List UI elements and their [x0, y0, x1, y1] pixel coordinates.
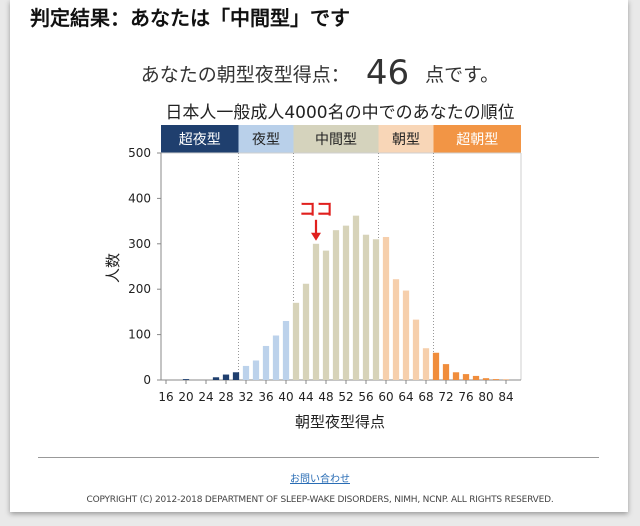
y-tick-label: 0	[143, 373, 151, 387]
x-tick-label: 64	[398, 390, 413, 404]
x-tick-label: 44	[298, 390, 313, 404]
contact-link[interactable]: お問い合わせ	[290, 474, 350, 485]
category-band-segment	[161, 125, 239, 153]
bar	[442, 364, 450, 380]
bar	[252, 360, 260, 380]
x-tick-label: 60	[378, 390, 393, 404]
here-arrow-head-icon	[311, 232, 321, 241]
footer-divider	[38, 457, 599, 458]
bar	[262, 345, 270, 380]
bar	[432, 352, 440, 380]
bar	[272, 335, 280, 380]
score-value: 46	[365, 53, 410, 93]
x-tick-label: 52	[338, 390, 353, 404]
y-tick-label: 100	[128, 328, 151, 342]
bar	[312, 243, 320, 380]
x-tick-label: 20	[178, 390, 193, 404]
x-axis-label: 朝型夜型得点	[295, 413, 385, 431]
y-tick-label: 200	[128, 282, 151, 296]
bar	[392, 279, 400, 380]
category-label: 超夜型	[179, 132, 221, 148]
bar	[182, 379, 190, 380]
score-distribution-chart: 日本人一般成人4000名の中でのあなたの順位 超夜型 夜型 中間型 朝型 超朝型 0 10…	[104, 103, 522, 431]
x-tick-label: 40	[278, 390, 293, 404]
score-line: あなたの朝型夜型得点： 46 点です。	[0, 50, 640, 93]
annotation: ココ	[299, 200, 333, 241]
bar	[352, 215, 360, 380]
bar	[282, 320, 290, 380]
x-tick-label: 48	[318, 390, 333, 404]
bars	[182, 215, 510, 380]
bar	[332, 230, 340, 380]
category-band-segment	[238, 125, 294, 153]
score-prefix: あなたの朝型夜型得点：	[140, 64, 350, 86]
bar	[402, 290, 410, 380]
bar	[242, 365, 250, 380]
bar	[222, 374, 230, 380]
category-band-segment	[293, 125, 379, 153]
bar	[342, 225, 350, 380]
y-tick-label: 300	[128, 237, 151, 251]
bar	[372, 239, 380, 380]
x-tick-label: 76	[458, 390, 473, 404]
bar	[472, 375, 480, 380]
bar	[362, 234, 370, 380]
category-band-segment	[433, 125, 521, 153]
category-label: 夜型	[252, 132, 280, 148]
x-tick-label: 72	[438, 390, 453, 404]
category-label: 超朝型	[456, 132, 498, 148]
x-tick-label: 28	[218, 390, 233, 404]
x-tick-label: 24	[198, 390, 213, 404]
here-marker-label: ココ	[299, 200, 333, 220]
x-tick-label: 56	[358, 390, 373, 404]
y-axis-label: 人数	[104, 253, 122, 283]
bar	[292, 302, 300, 380]
score-suffix: 点です。	[425, 64, 500, 86]
category-band-segment	[378, 125, 434, 153]
bar	[452, 372, 460, 380]
y-tick-label: 500	[128, 146, 151, 160]
bar	[232, 372, 240, 380]
x-tick-label: 80	[478, 390, 493, 404]
x-tick-label: 68	[418, 390, 433, 404]
bar	[302, 283, 310, 380]
category-label: 中間型	[315, 132, 357, 148]
bar	[422, 348, 430, 380]
bar	[382, 236, 390, 380]
category-label: 朝型	[392, 132, 420, 148]
axes: 0 100 200 300 400 500 16 20 24 28 32 36 40 44 48 52 56 60…	[128, 146, 522, 404]
y-tick-label: 400	[128, 191, 151, 205]
bar	[412, 319, 420, 380]
x-tick-label: 36	[258, 390, 273, 404]
x-tick-label: 84	[498, 390, 513, 404]
bar	[482, 378, 490, 380]
bar	[322, 250, 330, 380]
category-band: 超夜型 夜型 中間型 朝型 超朝型	[161, 125, 521, 153]
chart-title: 日本人一般成人4000名の中でのあなたの順位	[165, 103, 514, 123]
x-tick-label: 32	[238, 390, 253, 404]
bar	[492, 379, 500, 380]
bar	[212, 377, 220, 380]
result-heading: 判定結果：あなたは「中間型」です	[30, 6, 350, 30]
copyright-text: COPYRIGHT (C) 2012-2018 DEPARTMENT OF SL…	[86, 495, 554, 505]
bar	[462, 374, 470, 380]
x-tick-label: 16	[158, 390, 173, 404]
